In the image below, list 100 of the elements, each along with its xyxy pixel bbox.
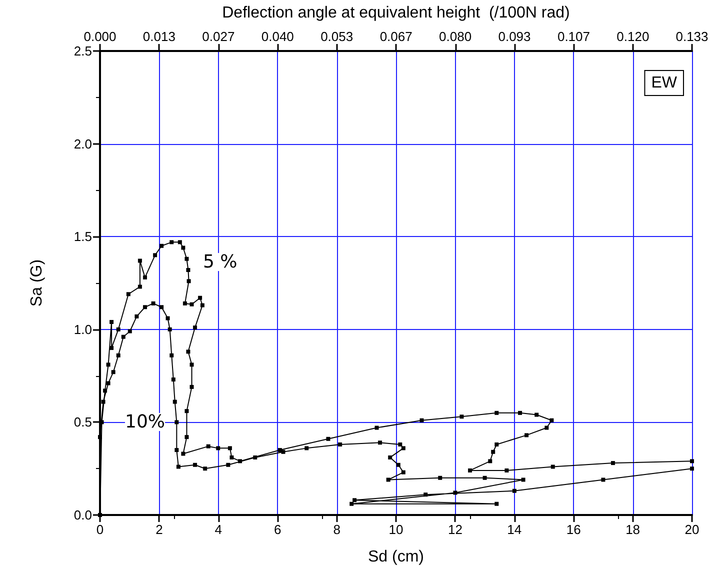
point <box>534 412 539 417</box>
point <box>193 326 198 330</box>
x2-tick-label: 0.133 <box>676 29 708 44</box>
point <box>182 301 187 306</box>
y-tick-label: 2.5 <box>74 44 92 58</box>
point <box>190 384 194 389</box>
point <box>453 490 458 495</box>
point <box>228 446 232 450</box>
point <box>181 452 186 456</box>
x2-tick-label: 0.027 <box>202 29 235 44</box>
point <box>174 420 179 424</box>
point <box>138 284 142 289</box>
point <box>174 448 179 452</box>
x2-tick-label: 0.053 <box>320 29 354 44</box>
point <box>172 400 177 404</box>
x2-tick-label: 0.013 <box>142 29 176 44</box>
point <box>176 464 180 469</box>
point <box>401 446 406 450</box>
point <box>170 353 174 358</box>
y-tick-label: 1.5 <box>74 229 92 244</box>
point <box>512 488 516 493</box>
x2-tick-label: 0.040 <box>261 29 294 44</box>
x2-tick-label: 0.107 <box>557 29 590 44</box>
point <box>338 442 342 446</box>
point <box>521 478 526 482</box>
x-tick-label: 14 <box>507 522 522 537</box>
point <box>386 478 390 482</box>
y-tick-label: 1.0 <box>74 322 92 337</box>
point <box>601 478 606 482</box>
point <box>168 327 172 332</box>
point <box>200 303 204 308</box>
point <box>190 362 194 367</box>
point <box>193 462 198 467</box>
point <box>186 279 191 284</box>
x-tick-label: 16 <box>566 522 581 537</box>
point <box>401 470 406 474</box>
point <box>690 459 694 464</box>
point <box>216 446 220 450</box>
x-tick-label: 10 <box>388 522 404 537</box>
point <box>206 444 210 448</box>
series-label: 10% <box>125 412 166 432</box>
point <box>253 455 258 460</box>
point <box>186 350 190 354</box>
point <box>468 468 472 472</box>
point <box>226 462 230 467</box>
point <box>203 466 208 471</box>
x-tick-label: 18 <box>626 522 640 537</box>
point <box>106 362 110 367</box>
x-tick-label: 2 <box>156 522 163 537</box>
point <box>460 414 464 419</box>
x-tick-label: 12 <box>448 522 462 537</box>
point <box>128 329 132 334</box>
point <box>304 446 309 450</box>
point <box>424 492 428 497</box>
point <box>110 320 114 324</box>
point <box>482 476 487 480</box>
x-tick-label: 0 <box>96 522 104 537</box>
point <box>166 316 170 320</box>
point <box>142 275 147 280</box>
point <box>488 459 492 464</box>
point <box>491 450 496 454</box>
x-tick-label: 6 <box>274 522 282 537</box>
point <box>142 305 147 310</box>
point <box>198 296 202 300</box>
x-tick-label: 4 <box>214 522 222 537</box>
point <box>103 388 108 393</box>
point <box>171 378 176 382</box>
point <box>151 301 156 306</box>
point <box>550 464 555 469</box>
point <box>420 418 424 422</box>
point <box>153 253 158 258</box>
point <box>494 410 499 415</box>
point <box>116 353 120 358</box>
x2-tick-label: 0.067 <box>380 29 412 44</box>
point <box>388 455 392 460</box>
x2-tick-label: 0.093 <box>498 29 531 44</box>
x2-tick-label: 0.080 <box>439 29 472 44</box>
point <box>116 327 120 332</box>
point <box>378 440 382 445</box>
point <box>160 244 164 248</box>
point <box>494 442 499 446</box>
point <box>160 305 164 310</box>
point <box>126 292 130 296</box>
point <box>101 400 106 404</box>
point <box>398 442 402 446</box>
annotation: EW <box>651 74 678 92</box>
point <box>190 302 194 306</box>
x-axis-title: Sd (cm) <box>368 548 424 566</box>
x2-tick-label: 0.120 <box>616 29 650 44</box>
point <box>184 435 189 440</box>
point <box>396 462 400 467</box>
point <box>184 409 189 414</box>
y-tick-label: 0.0 <box>74 508 92 522</box>
point <box>326 436 330 441</box>
point <box>184 256 189 261</box>
point <box>494 502 499 506</box>
y-axis-title: Sa (G) <box>28 259 46 307</box>
point <box>350 502 354 506</box>
y-tick-label: 0.5 <box>74 414 92 430</box>
point <box>238 459 242 464</box>
